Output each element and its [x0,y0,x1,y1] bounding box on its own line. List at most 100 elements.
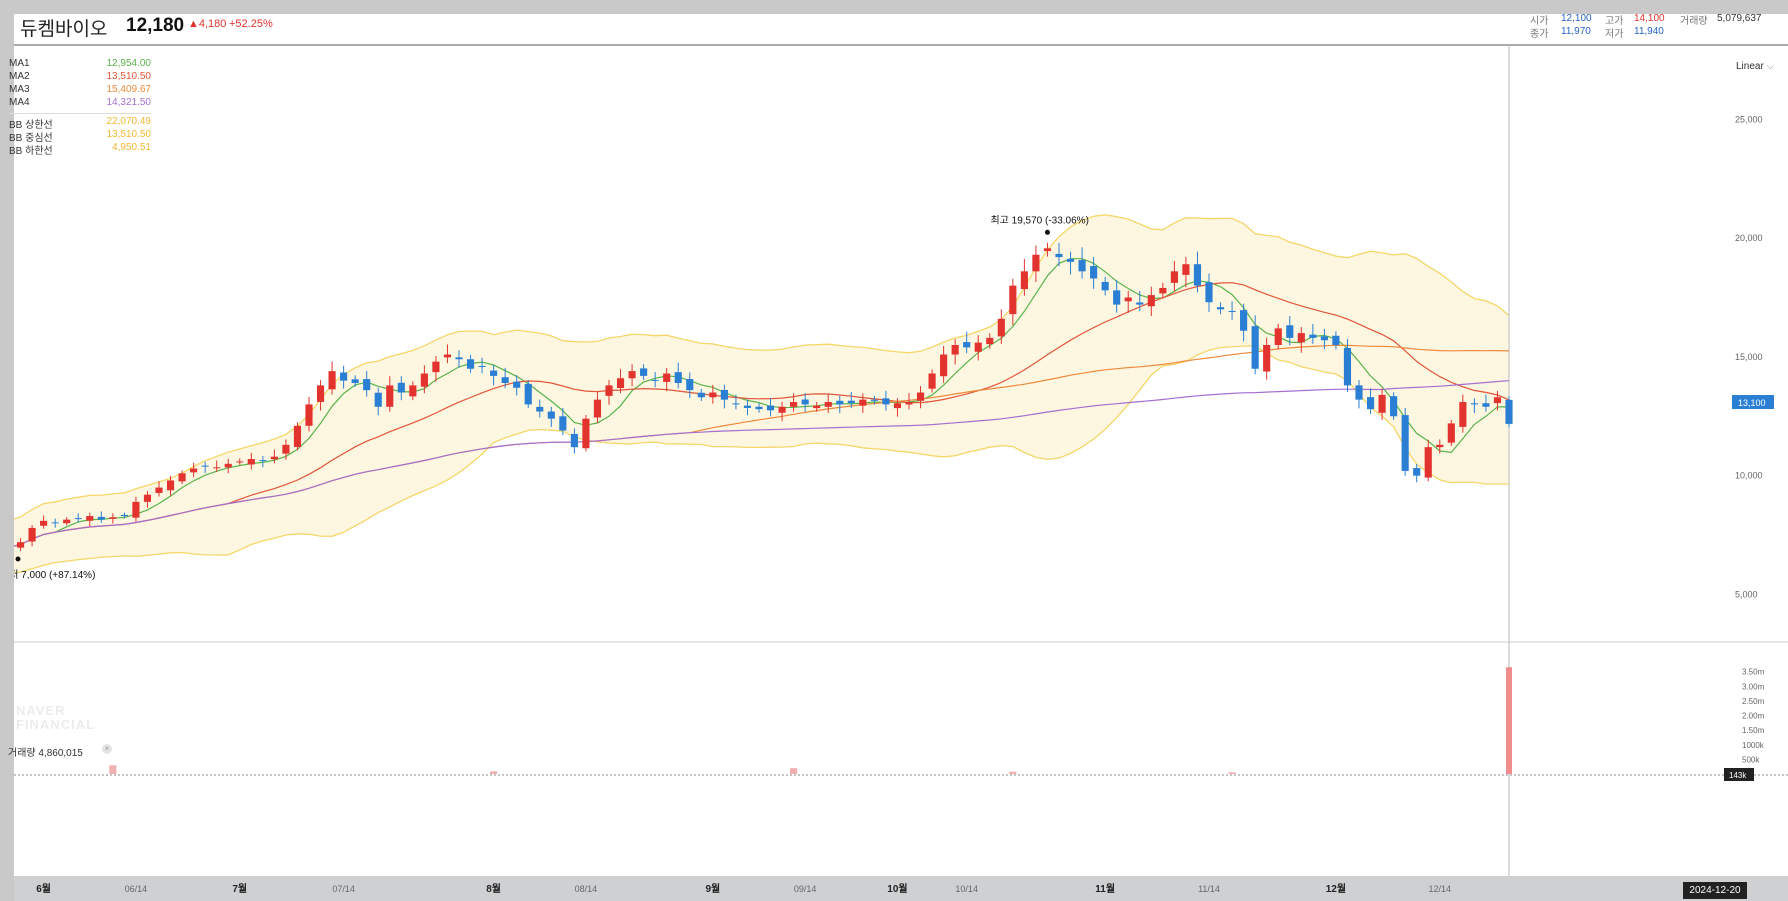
candle-body [1216,307,1225,310]
candle-body [1124,297,1132,302]
candle-body [1009,285,1017,315]
candle-body [720,389,728,400]
candle-body [374,392,382,407]
naver-financial-watermark: NAVER FINANCIAL [16,704,95,732]
candle-body [940,354,948,377]
last-price-tag-label: 13,100 [1738,398,1766,408]
candle-body [524,383,532,405]
chevron-down-icon: ⌵ [1766,61,1775,72]
legend-ma4-name: MA4 [9,97,30,108]
volume-tick-label: 3.50m [1742,668,1765,677]
legend-bb-upper[interactable]: BB 상한선 22,070.49 [9,116,151,131]
legend-ma4[interactable]: MA4 14,321.50 [9,97,151,110]
candle-body [974,342,982,352]
candle-body [1101,281,1109,291]
legend-bb-lower-name: BB 하한선 [9,146,53,157]
volume-bar [790,768,798,774]
candle-body [997,318,1005,337]
volume-tick-label: 3.00m [1742,682,1765,691]
ma-line-ma1 [14,258,1510,547]
legend-ma1-name: MA1 [9,58,30,69]
candle-body [813,405,821,409]
candle-body [409,385,417,397]
legend-ma1[interactable]: MA1 12,954.00 [9,58,151,71]
candle-body [1136,302,1144,305]
legend-ma2[interactable]: MA2 13,510.50 [9,71,151,84]
candle-body [420,373,428,387]
volume-tick-label: 1000k [1742,741,1765,750]
candle-body [1193,264,1202,286]
x-tick-label: 07/14 [332,884,355,894]
candle-body [605,385,613,396]
candle-body [1297,333,1305,343]
candle-body [1066,258,1075,262]
low-annotation: 최저 7,000 (+87.14%) [14,569,95,581]
candle-body [466,359,475,369]
legend-ma3[interactable]: MA3 15,409.67 [9,84,151,97]
legend-bb-lower[interactable]: BB 하한선 4,950.51 [9,142,151,157]
price-chart[interactable]: 5,000 10,000 15,000 20,000 25,000 13,100 최고 19… [14,14,1788,901]
candle-body [801,399,809,405]
candle-body [1286,325,1294,338]
candle-body [1401,415,1409,471]
x-tick-label: 9월 [705,883,720,895]
bollinger-upper-line [14,214,1510,520]
candle-body [536,406,544,412]
candle-body [201,465,209,467]
candle-body [732,403,740,405]
candle-body [1436,444,1444,448]
candle-body [1355,385,1363,400]
last-price-tag [1732,395,1774,410]
legend-ma2-value: 13,510.50 [106,71,152,82]
bollinger-band-fill [14,214,1509,573]
candle-body [616,378,625,389]
legend-divider [9,113,151,114]
low-marker [15,556,21,562]
x-tick-label: 10/14 [955,884,978,894]
close-icon[interactable]: × [102,744,112,754]
watermark-line-1: NAVER [16,703,66,718]
volume-tick-label: 500k [1742,755,1760,764]
legend-ma4-value: 14,321.50 [106,97,152,108]
candle-body [755,406,763,410]
candle-body [247,459,255,465]
high-annotation: 최고 19,570 (-33.06%) [990,214,1088,226]
candle-body [1493,397,1502,404]
scale-toggle[interactable]: Linear ⌵ [1736,61,1774,72]
y-tick-label: 10,000 [1735,471,1763,481]
candle-body [1090,266,1098,279]
legend-ma3-name: MA3 [9,84,30,95]
x-tick-label: 12/14 [1429,884,1452,894]
x-tick-label: 09/14 [794,884,817,894]
x-tick-label: 7월 [232,883,247,895]
candle-body [74,518,82,520]
y-tick-label: 5,000 [1735,589,1758,599]
y-tick-label: 15,000 [1735,352,1763,362]
candle-body [686,379,694,391]
candle-body [132,501,140,518]
candle-body [259,460,267,462]
candle-body [743,405,752,408]
candle-body [143,494,152,502]
candle-body [109,517,117,519]
candle-body [697,392,705,398]
candle-body [224,463,232,468]
legend-bb-middle[interactable]: BB 중심선 13,510.50 [9,129,151,144]
candle-body [766,405,775,411]
candle-body [928,373,936,389]
candle-body [155,487,163,493]
high-value: 14,100 [1634,13,1665,24]
candle-body [97,516,105,520]
candle-body [293,425,302,447]
candle-body [1482,403,1490,407]
y-tick-label: 25,000 [1735,114,1763,124]
candle-body [340,372,348,381]
candle-body [1078,260,1086,272]
candle-body [640,368,648,376]
candle-body [120,514,128,517]
volume-label: 거래량 [1680,16,1708,27]
x-tick-label: 06/14 [125,884,148,894]
candle-body [1447,423,1455,443]
legend-ma3-value: 15,409.67 [106,84,152,95]
candle-body [328,371,336,390]
